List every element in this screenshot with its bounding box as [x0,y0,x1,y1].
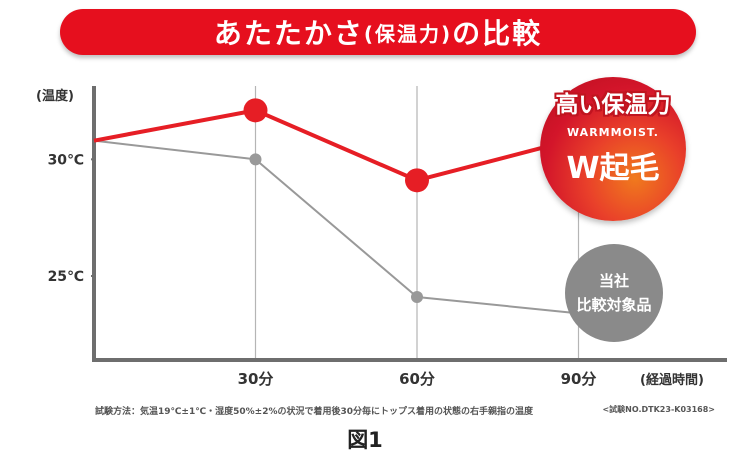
x-tick-label-30: 30分 [238,370,274,388]
badge-product-name: W起毛 [566,151,660,186]
data-point-comparison-60 [411,291,423,303]
title-main-after: の比較 [452,17,543,50]
data-point-warmmoist-60 [405,168,429,193]
comparison-badge: 当社 比較対象品 [565,244,663,342]
footnote-code: <試験NO.DTK23-K03168> [602,405,715,414]
title-paren: (保温力) [363,21,453,46]
y-tick-label-30: 30℃ [48,152,84,168]
data-point-comparison-30 [249,153,262,166]
series-line-comparison [93,139,579,315]
figure-caption: 図1 [347,428,383,452]
warmmoist-badge: 高い保温力 WARMMOIST. W起毛 [540,77,686,221]
x-tick-label-90: 90分 [561,370,597,388]
badge-brand: WARMMOIST. [567,126,659,139]
data-point-warmmoist-30 [243,98,268,123]
y-tick-label-25: 25℃ [48,269,84,285]
footnote: 試験方法：気温19℃±1℃・湿度50%±2%の状況で着用後30分毎にトップス着用… [95,404,715,417]
y-axis-label: (温度) [36,88,74,104]
comparison-badge-line2: 比較対象品 [576,296,652,314]
badge-title: 高い保温力 [555,92,671,118]
x-tick-label-60: 60分 [399,370,435,388]
title-banner: あたたかさ (保温力) の比較 [60,9,696,55]
comparison-badge-line1: 当社 [598,272,629,290]
x-axis-label: (経過時間) [640,372,704,388]
series-line-warmmoist [93,108,580,183]
title-main-before: あたたかさ [213,17,364,50]
footnote-text: 試験方法：気温19℃±1℃・湿度50%±2%の状況で着用後30分毎にトップス着用… [95,407,534,417]
